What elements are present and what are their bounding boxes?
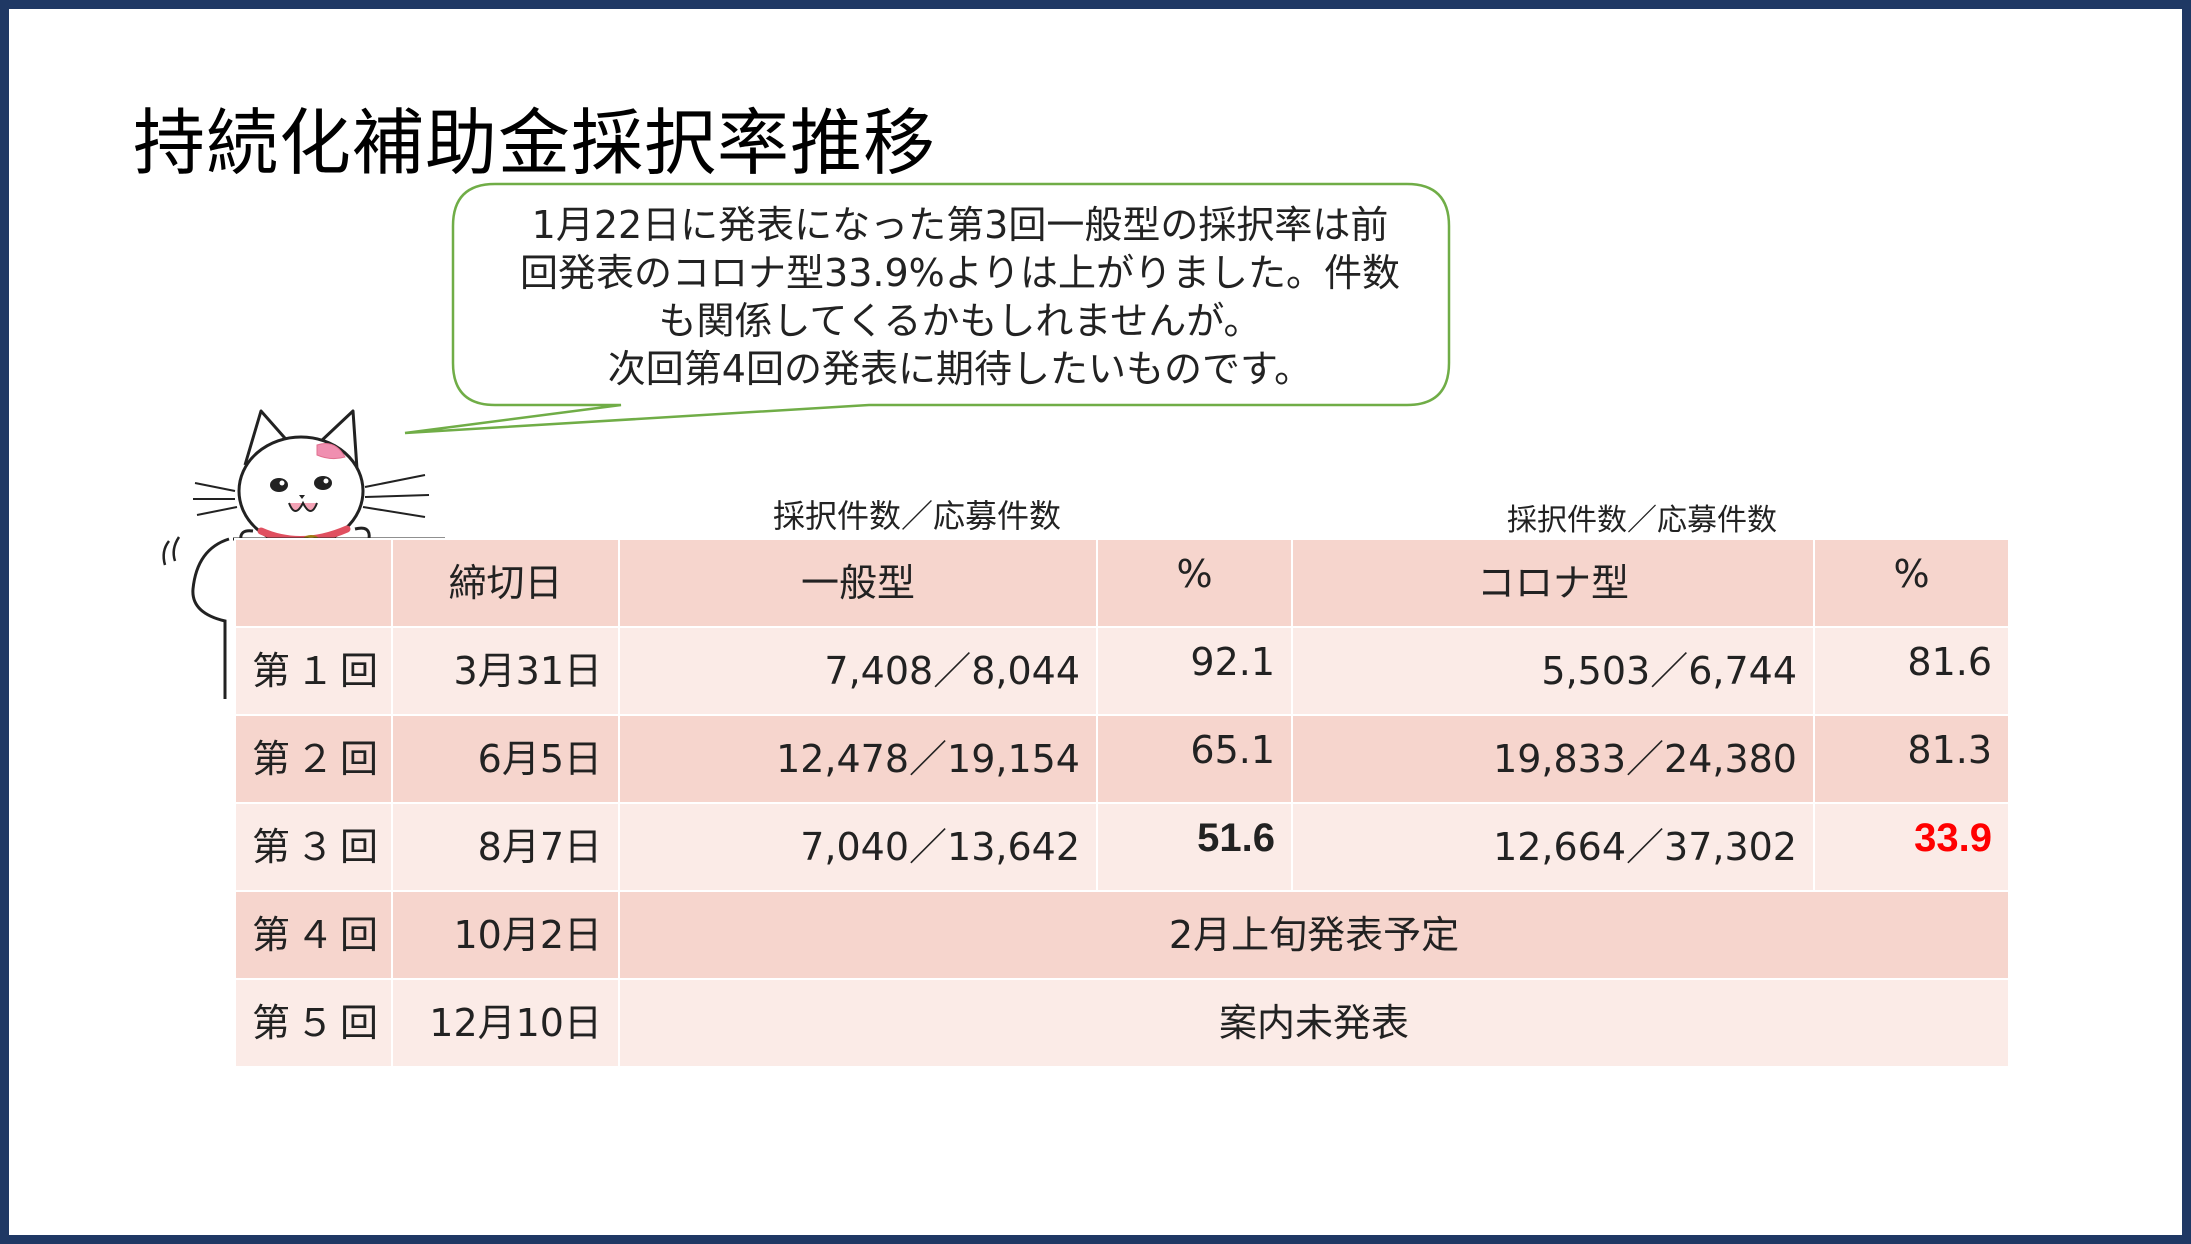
bubble-line-4: 次回第4回の発表に期待したいものです。: [607, 347, 1313, 391]
ippan-column-caption: 採択件数／応募件数: [773, 497, 1062, 535]
deadline-cell: 6月5日: [391, 714, 620, 804]
round-cell: 第４回: [234, 890, 393, 980]
corona-column-caption: 採択件数／応募件数: [1507, 503, 1777, 538]
speech-bubble: [404, 182, 1451, 435]
header-cell-round: [234, 538, 393, 628]
deadline-cell: 10月2日: [391, 890, 620, 980]
deadline-cell: 3月31日: [391, 626, 620, 716]
speech-bubble-text: 1月22日に発表になった第3回一般型の採択率は前 回発表のコロナ型33.9%より…: [461, 201, 1459, 393]
ippan-pct-cell: 65.1: [1096, 714, 1293, 804]
header-cell-corona: コロナ型: [1291, 538, 1815, 628]
table-row: 第３回 8月7日 7,040／13,642 51.6 12,664／37,302…: [234, 802, 2010, 892]
header-cell-ippan: 一般型: [618, 538, 1098, 628]
bubble-line-3: も関係してくるかもしれませんが。: [658, 299, 1262, 343]
header-cell-deadline: 締切日: [391, 538, 620, 628]
slide: 持続化補助金採択率推移 1月22日に発表になった第3回一般型の採択率は前 回発表…: [9, 9, 2182, 1235]
round-cell: 第３回: [234, 802, 393, 892]
round-cell: 第５回: [234, 978, 393, 1068]
header-cell-corona-pct: %: [1813, 538, 2010, 628]
ippan-count-cell: 12,478／19,154: [618, 714, 1098, 804]
corona-pct-highlight-cell: 33.9: [1813, 802, 2010, 892]
corona-count-cell: 19,833／24,380: [1291, 714, 1815, 804]
ippan-count-cell: 7,408／8,044: [618, 626, 1098, 716]
bubble-line-1: 1月22日に発表になった第3回一般型の採択率は前: [531, 203, 1389, 247]
table-header-row: 締切日 一般型 % コロナ型 %: [234, 538, 2010, 628]
slide-title: 持続化補助金採択率推移: [133, 101, 937, 185]
ippan-pct-cell: 92.1: [1096, 626, 1293, 716]
ippan-pct-highlight-cell: 51.6: [1096, 802, 1293, 892]
table-row: 第２回 6月5日 12,478／19,154 65.1 19,833／24,38…: [234, 714, 2010, 804]
round-cell: 第２回: [234, 714, 393, 804]
announcement-note-cell: 2月上旬発表予定: [618, 890, 2010, 980]
ippan-count-cell: 7,040／13,642: [618, 802, 1098, 892]
announcement-note-cell: 案内未発表: [618, 978, 2010, 1068]
deadline-cell: 12月10日: [391, 978, 620, 1068]
adoption-rate-table: 締切日 一般型 % コロナ型 % 第１回 3月31日 7,408／8,044 9…: [234, 538, 2010, 1068]
header-cell-ippan-pct: %: [1096, 538, 1293, 628]
deadline-cell: 8月7日: [391, 802, 620, 892]
table-row: 第４回 10月2日 2月上旬発表予定: [234, 890, 2010, 980]
corona-pct-cell: 81.3: [1813, 714, 2010, 804]
corona-count-cell: 12,664／37,302: [1291, 802, 1815, 892]
corona-count-cell: 5,503／6,744: [1291, 626, 1815, 716]
corona-pct-cell: 81.6: [1813, 626, 2010, 716]
round-cell: 第１回: [234, 626, 393, 716]
bubble-line-2: 回発表のコロナ型33.9%よりは上がりました。件数: [520, 251, 1400, 295]
table-row: 第１回 3月31日 7,408／8,044 92.1 5,503／6,744 8…: [234, 626, 2010, 716]
table-row: 第５回 12月10日 案内未発表: [234, 978, 2010, 1068]
